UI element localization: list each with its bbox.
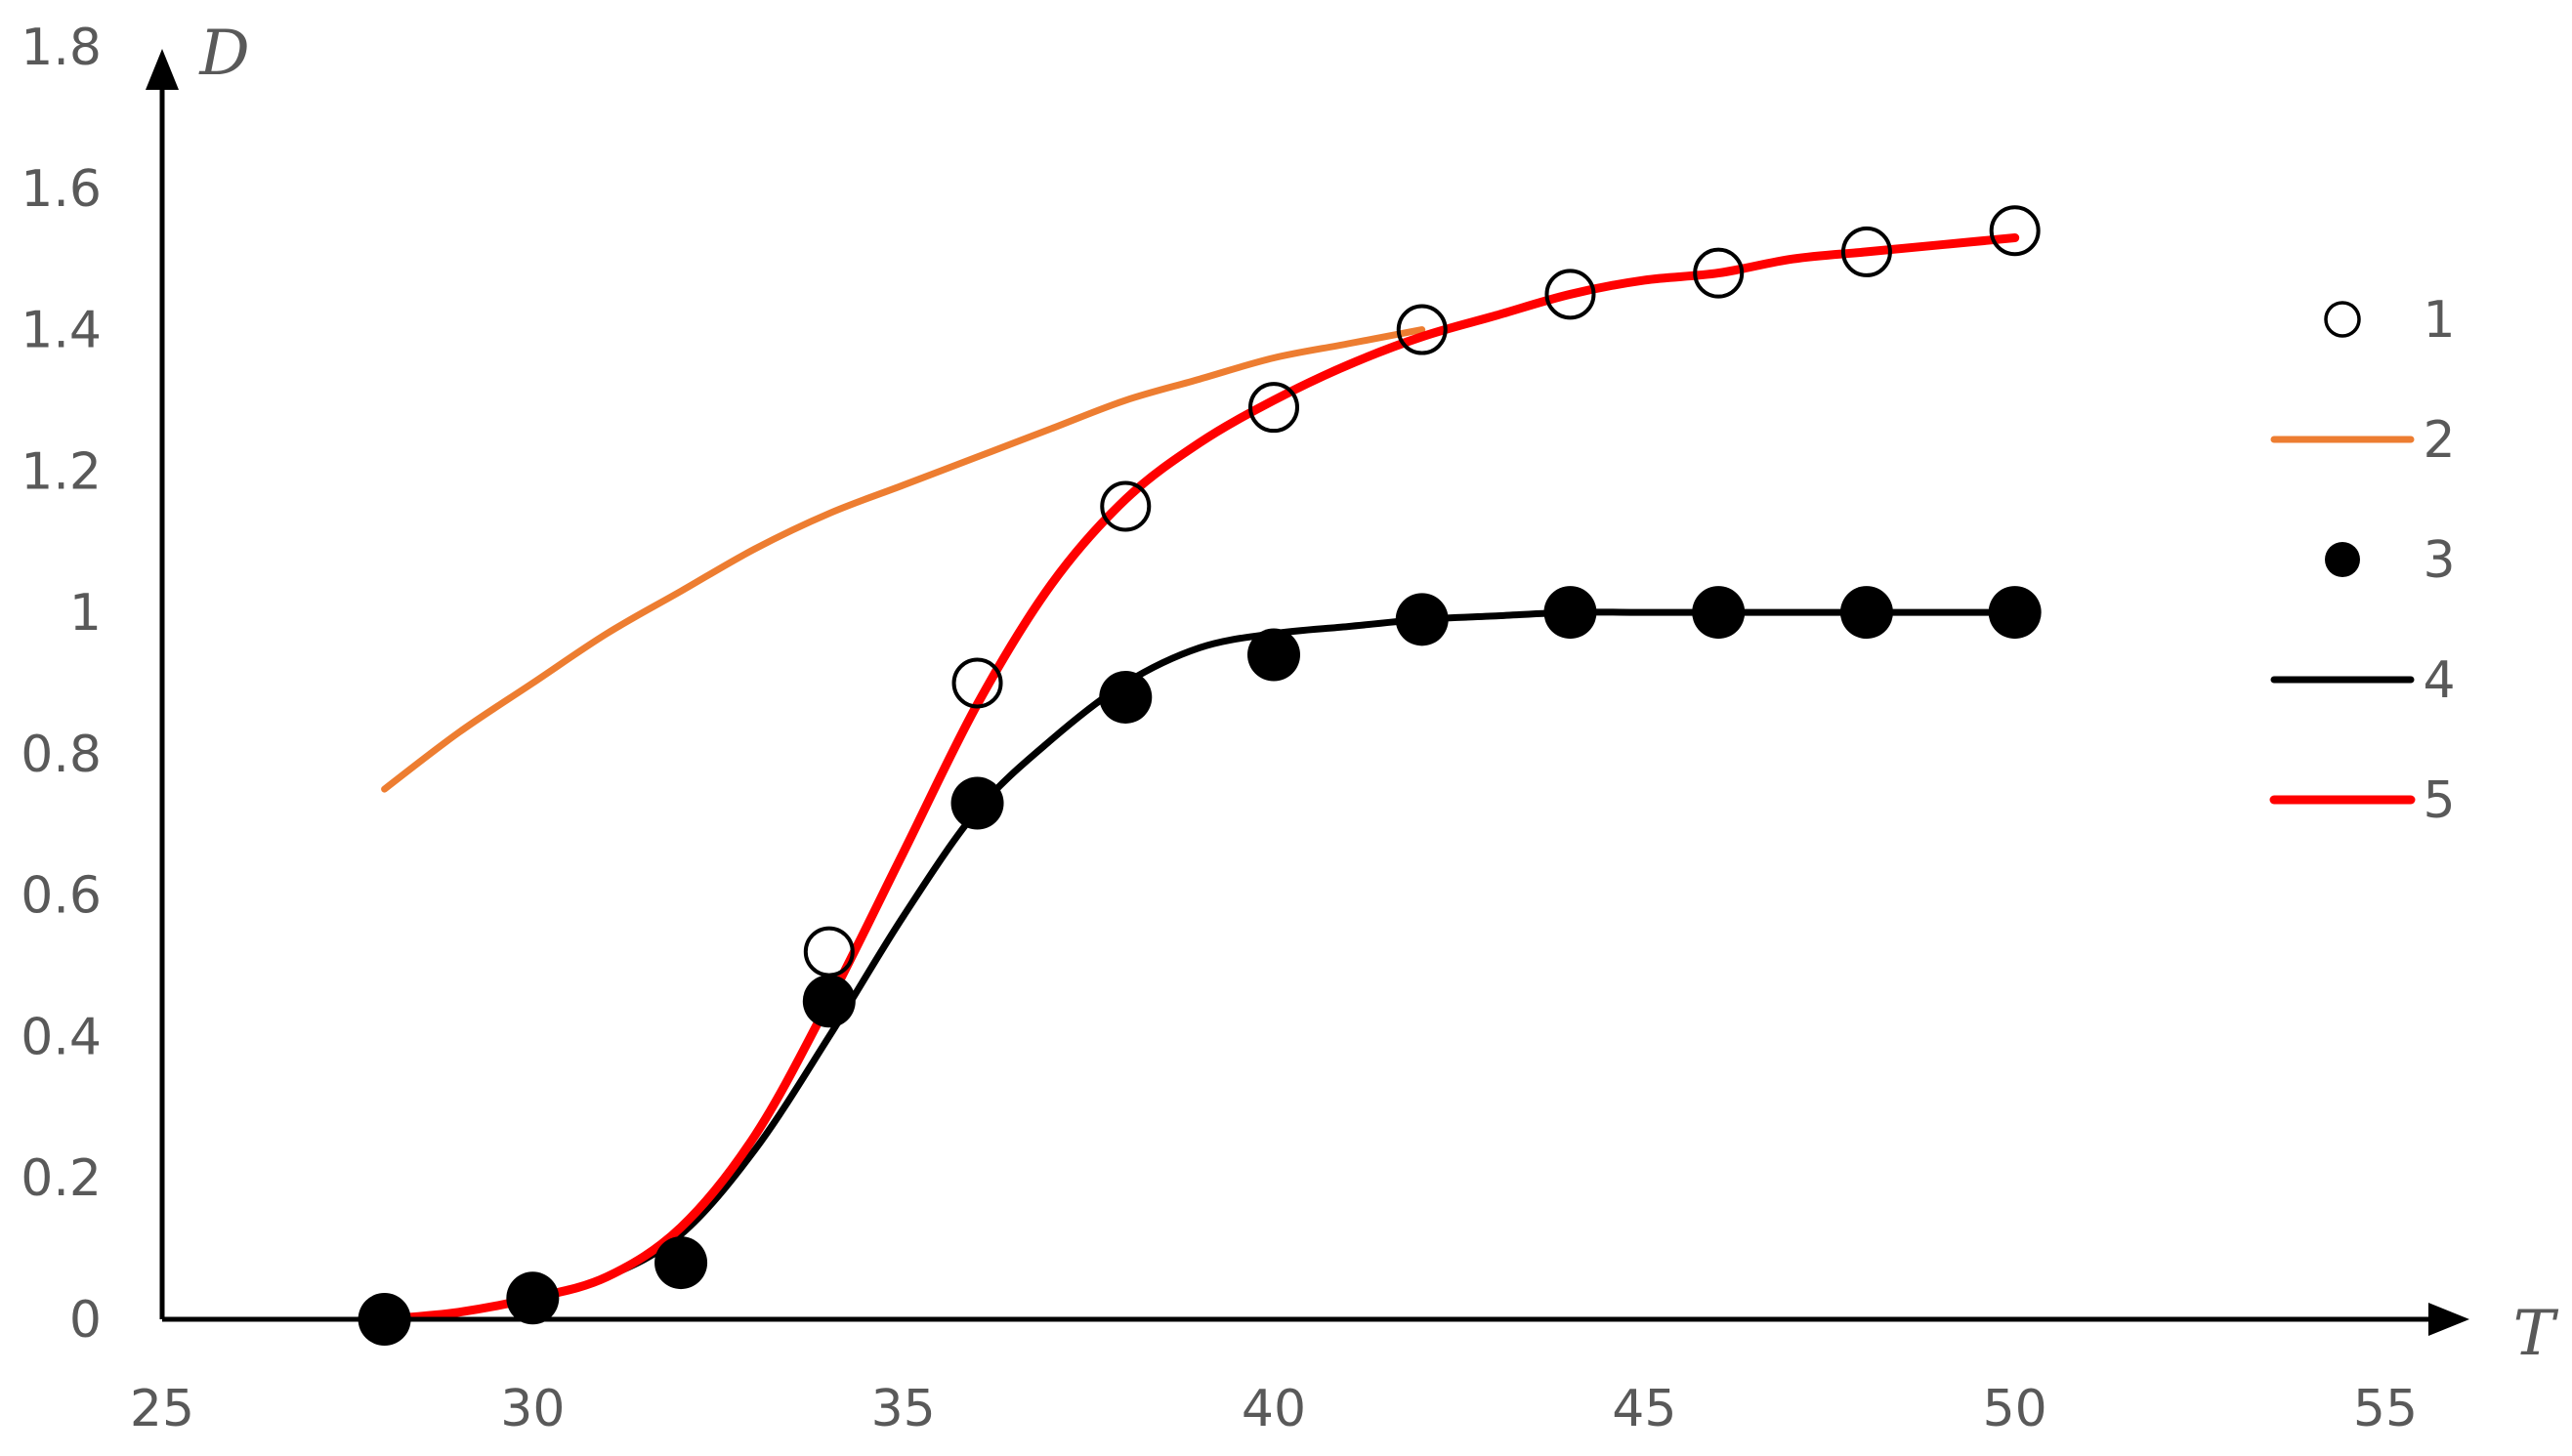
series-line-5 <box>380 233 2020 1324</box>
series-point-1 <box>1544 269 1596 320</box>
tick-labels: 25 30 35 40 45 50 55 0 0.2 0.4 0.6 0.8 1 1.2 1.4 1.6 1.8 <box>21 19 2418 1438</box>
y-tick-label: 0 <box>69 1291 102 1350</box>
y-axis-arrow <box>146 49 179 90</box>
x-tick-label: 25 <box>130 1380 194 1438</box>
y-tick-label: 1.2 <box>21 442 102 501</box>
series-point-3 <box>1247 628 1300 682</box>
series-point-1 <box>1693 247 1745 299</box>
x-tick-label: 55 <box>2353 1380 2418 1438</box>
legend-label-3: 3 <box>2423 531 2455 590</box>
y-axis-title: D <box>198 18 249 90</box>
series-point-1 <box>1396 304 1448 355</box>
series-line-4 <box>381 608 2019 1323</box>
series-point-1 <box>1100 480 1152 532</box>
series-point-3 <box>654 1236 708 1290</box>
series-point-3 <box>1395 593 1449 646</box>
legend-label-2: 2 <box>2423 411 2455 470</box>
y-tick-label: 1.4 <box>21 302 102 360</box>
legend-label-5: 5 <box>2423 771 2455 830</box>
x-tick-label: 35 <box>871 1380 936 1438</box>
series-point-1 <box>803 926 855 978</box>
y-tick-label: 1 <box>69 584 102 643</box>
x-tick-label: 40 <box>1242 1380 1306 1438</box>
y-tick-label: 0.2 <box>21 1149 102 1208</box>
axes <box>146 49 2469 1336</box>
legend: 1 2 3 4 5 <box>2269 291 2456 830</box>
series-markers <box>358 205 2042 1346</box>
series-point-1 <box>951 657 1003 709</box>
y-tick-label: 0.4 <box>21 1008 102 1066</box>
series-lines <box>380 233 2020 1324</box>
series-point-3 <box>950 776 1004 830</box>
series-point-3 <box>358 1293 411 1346</box>
legend-marker-3 <box>2325 542 2360 577</box>
y-tick-label: 0.8 <box>21 726 102 784</box>
series-point-3 <box>1099 670 1153 724</box>
y-tick-label: 0.6 <box>21 867 102 926</box>
series-point-1 <box>1989 205 2041 257</box>
series-point-3 <box>1839 586 1893 640</box>
x-tick-label: 50 <box>1983 1380 2047 1438</box>
series-line-2 <box>381 326 1426 793</box>
legend-label-1: 1 <box>2423 291 2455 350</box>
series-point-3 <box>506 1271 560 1325</box>
series-point-3 <box>1543 586 1597 640</box>
y-tick-label: 1.6 <box>21 160 102 219</box>
x-axis-arrow <box>2428 1303 2469 1336</box>
legend-label-4: 4 <box>2423 651 2455 710</box>
series-point-1 <box>1248 382 1299 434</box>
series-point-3 <box>1988 586 2042 640</box>
x-axis-title: T <box>2513 1298 2559 1370</box>
series-point-3 <box>802 975 856 1028</box>
x-tick-label: 30 <box>500 1380 565 1438</box>
series-point-1 <box>1840 226 1892 277</box>
legend-marker-1 <box>2324 301 2361 338</box>
y-tick-label: 1.8 <box>21 19 102 77</box>
x-tick-label: 45 <box>1612 1380 1676 1438</box>
series-point-3 <box>1692 586 1746 640</box>
